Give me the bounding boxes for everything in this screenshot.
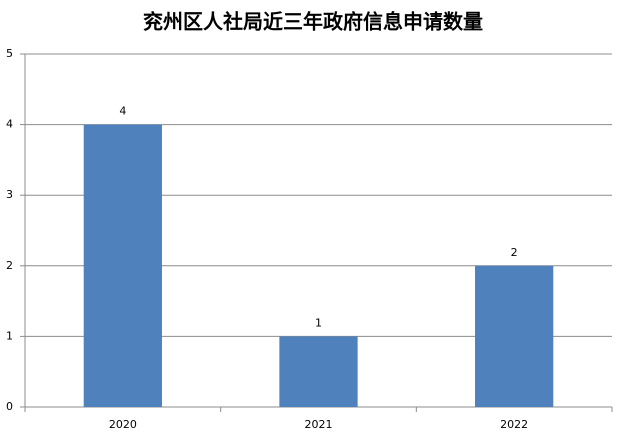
y-tick-label: 2 bbox=[6, 259, 13, 272]
data-label: 4 bbox=[119, 105, 126, 118]
y-tick-label: 3 bbox=[6, 188, 13, 201]
y-tick-label: 1 bbox=[6, 329, 13, 342]
bar bbox=[83, 124, 162, 407]
data-label: 1 bbox=[315, 316, 322, 329]
y-tick-label: 4 bbox=[6, 118, 13, 131]
data-label: 2 bbox=[511, 246, 518, 259]
chart-title: 兖州区人社局近三年政府信息申请数量 bbox=[143, 10, 483, 34]
y-tick-label: 5 bbox=[6, 47, 13, 60]
bar bbox=[279, 336, 358, 407]
y-tick-label: 0 bbox=[6, 400, 13, 413]
x-tick-label: 2020 bbox=[109, 418, 137, 431]
bar bbox=[475, 265, 554, 407]
x-tick-label: 2021 bbox=[305, 418, 333, 431]
x-tick-label: 2022 bbox=[500, 418, 528, 431]
